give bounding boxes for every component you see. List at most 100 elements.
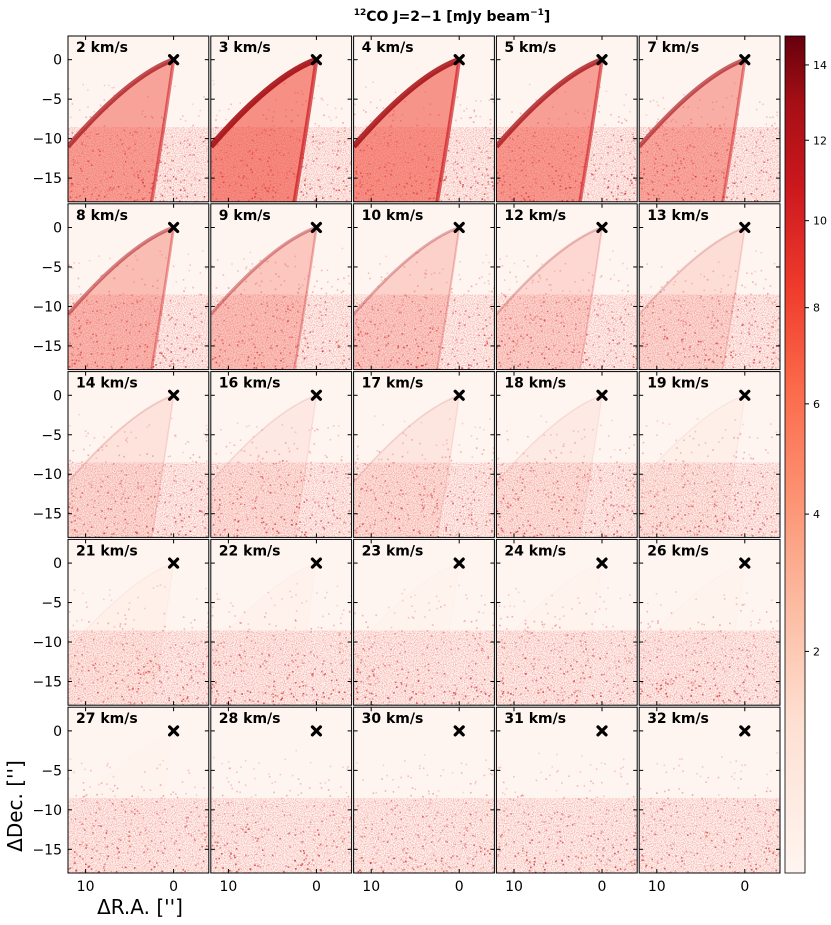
noise-pixel: [272, 696, 275, 698]
noise-pixel: [181, 168, 183, 171]
noise-pixel: [322, 197, 324, 199]
noise-pixel: [72, 164, 75, 166]
noise-pixel: [418, 352, 421, 354]
noise-pixel: [189, 142, 191, 145]
source-marker: [310, 557, 322, 569]
noise-pixel: [563, 325, 565, 328]
noise-pixel: [305, 196, 307, 198]
noise-pixel: [566, 526, 568, 528]
noise-pixel: [431, 624, 434, 626]
noise-pixel: [698, 131, 701, 134]
noise-pixel: [127, 497, 130, 499]
noise-pixel: [387, 511, 390, 514]
noise-pixel: [324, 301, 327, 303]
noise-pixel: [377, 285, 380, 288]
noise-pixel: [716, 528, 719, 531]
noise-pixel: [610, 114, 612, 116]
noise-pixel: [698, 465, 701, 467]
noise-pixel: [687, 181, 690, 183]
noise-pixel: [138, 654, 141, 657]
noise-pixel: [422, 692, 425, 694]
noise-pixel: [724, 137, 727, 139]
noise-pixel: [338, 691, 341, 693]
noise-pixel: [169, 646, 172, 649]
noise-pixel: [360, 368, 363, 370]
noise-pixel: [295, 610, 298, 612]
noise-pixel: [141, 298, 144, 300]
noise-pixel: [335, 679, 338, 681]
noise-pixel: [771, 531, 773, 533]
noise-pixel: [318, 124, 320, 127]
noise-pixel: [366, 516, 368, 518]
noise-pixel: [327, 281, 329, 283]
noise-pixel: [774, 122, 776, 125]
noise-pixel: [293, 485, 296, 488]
noise-pixel: [475, 524, 477, 526]
noise-pixel: [547, 122, 550, 125]
noise-pixel: [179, 694, 182, 697]
noise-pixel: [755, 145, 758, 148]
noise-pixel: [89, 321, 91, 324]
noise-pixel: [267, 260, 270, 263]
source-marker: [168, 389, 180, 401]
noise-pixel: [613, 533, 615, 536]
noise-pixel: [186, 334, 189, 336]
noise-pixel: [662, 368, 665, 370]
noise-pixel: [81, 654, 83, 656]
noise-pixel: [247, 356, 250, 358]
noise-pixel: [130, 695, 132, 698]
noise-pixel: [377, 328, 379, 330]
noise-pixel: [610, 491, 612, 494]
noise-pixel: [191, 103, 194, 106]
noise-pixel: [702, 513, 704, 516]
noise-pixel: [566, 334, 569, 337]
noise-pixel: [505, 295, 507, 297]
noise-pixel: [113, 277, 116, 280]
noise-pixel: [465, 677, 468, 679]
noise-pixel: [555, 367, 557, 369]
noise-pixel: [227, 691, 229, 693]
noise-pixel: [164, 162, 166, 164]
outflow-edge: [722, 395, 746, 538]
noise-pixel: [409, 468, 411, 470]
noise-pixel: [615, 329, 618, 331]
noise-pixel: [628, 504, 630, 507]
noise-pixel: [617, 477, 620, 479]
noise-pixel: [535, 161, 538, 164]
noise-pixel: [285, 639, 288, 642]
noise-pixel: [180, 181, 182, 183]
noise-pixel: [346, 170, 348, 173]
noise-pixel: [667, 504, 669, 507]
noise-pixel: [120, 366, 123, 369]
noise-pixel: [456, 190, 459, 193]
noise-pixel: [223, 319, 226, 322]
noise-pixel: [224, 528, 226, 531]
noise-pixel: [139, 300, 142, 302]
noise-pixel: [483, 334, 486, 337]
noise-pixel: [239, 621, 241, 624]
noise-pixel: [730, 198, 733, 201]
noise-pixel: [147, 532, 149, 534]
noise-pixel: [71, 132, 74, 134]
noise-pixel: [605, 163, 608, 165]
noise-pixel: [346, 299, 348, 301]
noise-pixel: [486, 342, 489, 345]
noise-pixel: [72, 302, 75, 305]
noise-pixel: [164, 625, 166, 628]
noise-pixel: [609, 258, 611, 261]
noise-pixel: [428, 609, 431, 611]
noise-pixel: [405, 434, 407, 437]
panel-frame: [67, 538, 210, 706]
noise-pixel: [257, 700, 259, 703]
noise-pixel: [292, 671, 294, 673]
noise-pixel: [741, 481, 743, 484]
noise-pixel: [441, 362, 444, 365]
noise-pixel: [150, 667, 152, 670]
noise-pixel: [417, 673, 420, 676]
noise-pixel: [303, 479, 306, 482]
noise-pixel: [393, 462, 396, 465]
noise-pixel: [449, 533, 452, 536]
noise-pixel: [251, 507, 254, 510]
noise-pixel: [103, 84, 106, 87]
noise-pixel: [288, 674, 291, 676]
